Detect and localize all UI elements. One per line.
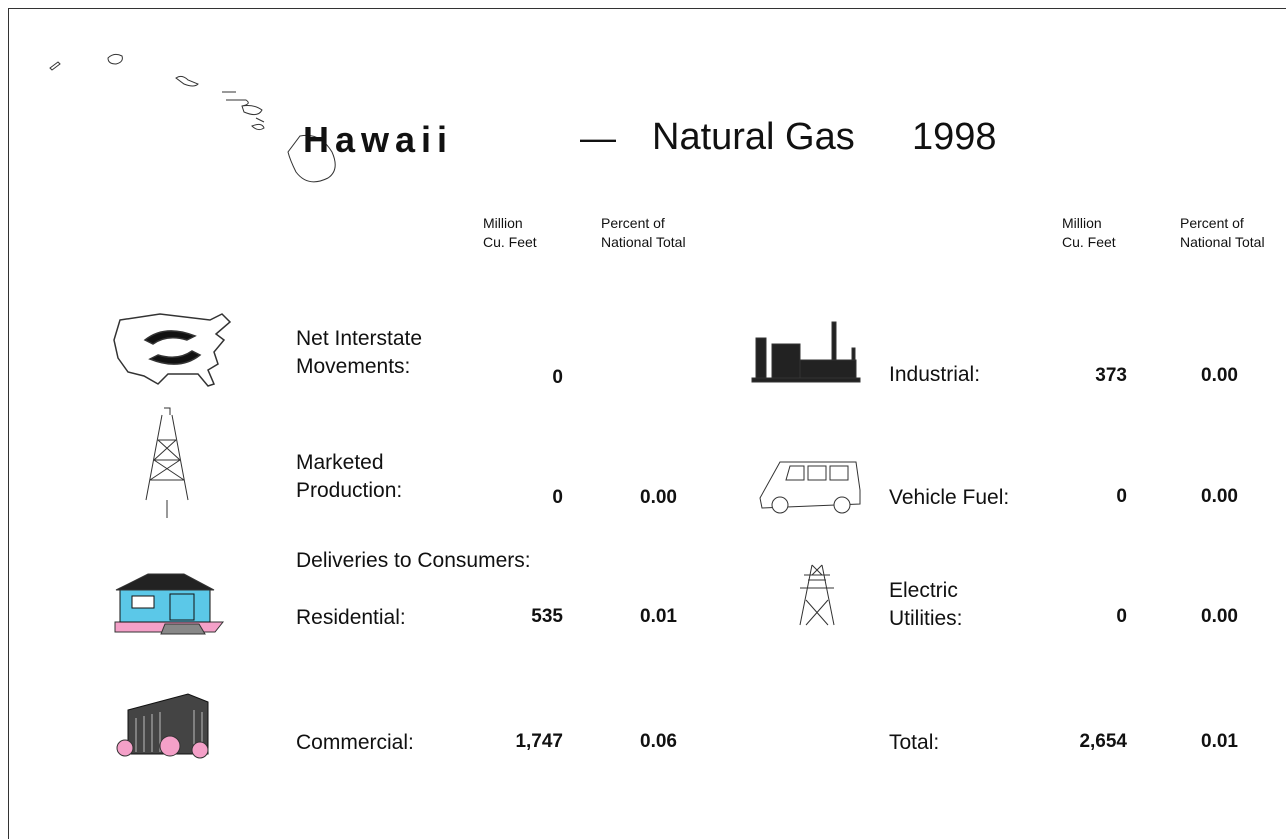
state-name: Hawaii — [303, 119, 454, 160]
percent: 0.00 — [1201, 365, 1238, 386]
row-label: Movements: — [296, 355, 411, 378]
volume: 2,654 — [1079, 731, 1127, 752]
dash: — — [580, 117, 616, 158]
percent: 0.00 — [640, 487, 677, 508]
row-label: Vehicle Fuel: — [889, 486, 1010, 509]
van-icon — [759, 461, 861, 514]
column-header: Cu. Feet — [483, 234, 537, 250]
volume: 0 — [1116, 606, 1127, 627]
factory-icon — [751, 321, 861, 383]
section-label: Deliveries to Consumers: — [296, 549, 531, 572]
row-label: Net Interstate — [296, 327, 423, 350]
hawaii-map — [49, 53, 336, 183]
column-header: Million — [483, 215, 523, 231]
office-icon — [116, 693, 209, 759]
row-label: Industrial: — [889, 363, 981, 386]
volume: 0 — [1116, 486, 1127, 507]
derrick-icon — [145, 407, 189, 518]
column-header: Percent of — [601, 215, 665, 231]
percent: 0.00 — [1201, 486, 1238, 507]
row-label: Utilities: — [889, 607, 963, 630]
row-label: Residential: — [296, 606, 406, 629]
percent: 0.06 — [640, 731, 677, 752]
volume: 535 — [531, 606, 563, 627]
row-label: Production: — [296, 479, 403, 502]
volume: 0 — [552, 487, 563, 508]
volume: 1,747 — [515, 731, 563, 752]
volume: 0 — [552, 367, 563, 388]
frame — [8, 8, 1286, 839]
column-header: Million — [1062, 215, 1102, 231]
row-label: Marketed — [296, 451, 384, 474]
house-icon — [114, 573, 225, 635]
year: 1998 — [912, 116, 997, 158]
percent: 0.01 — [640, 606, 677, 627]
volume: 373 — [1095, 365, 1127, 386]
row-label: Commercial: — [296, 731, 414, 754]
column-header: National Total — [601, 234, 686, 250]
column-header: Cu. Feet — [1062, 234, 1116, 250]
percent: 0.01 — [1201, 731, 1238, 752]
row-label: Electric — [889, 579, 958, 602]
pylon-icon — [799, 564, 835, 626]
title: Natural Gas — [652, 116, 855, 158]
column-header: National Total — [1180, 234, 1265, 250]
row-label: Total: — [889, 731, 940, 754]
column-header: Percent of — [1180, 215, 1244, 231]
percent: 0.00 — [1201, 606, 1238, 627]
us-map-icon — [113, 313, 232, 387]
